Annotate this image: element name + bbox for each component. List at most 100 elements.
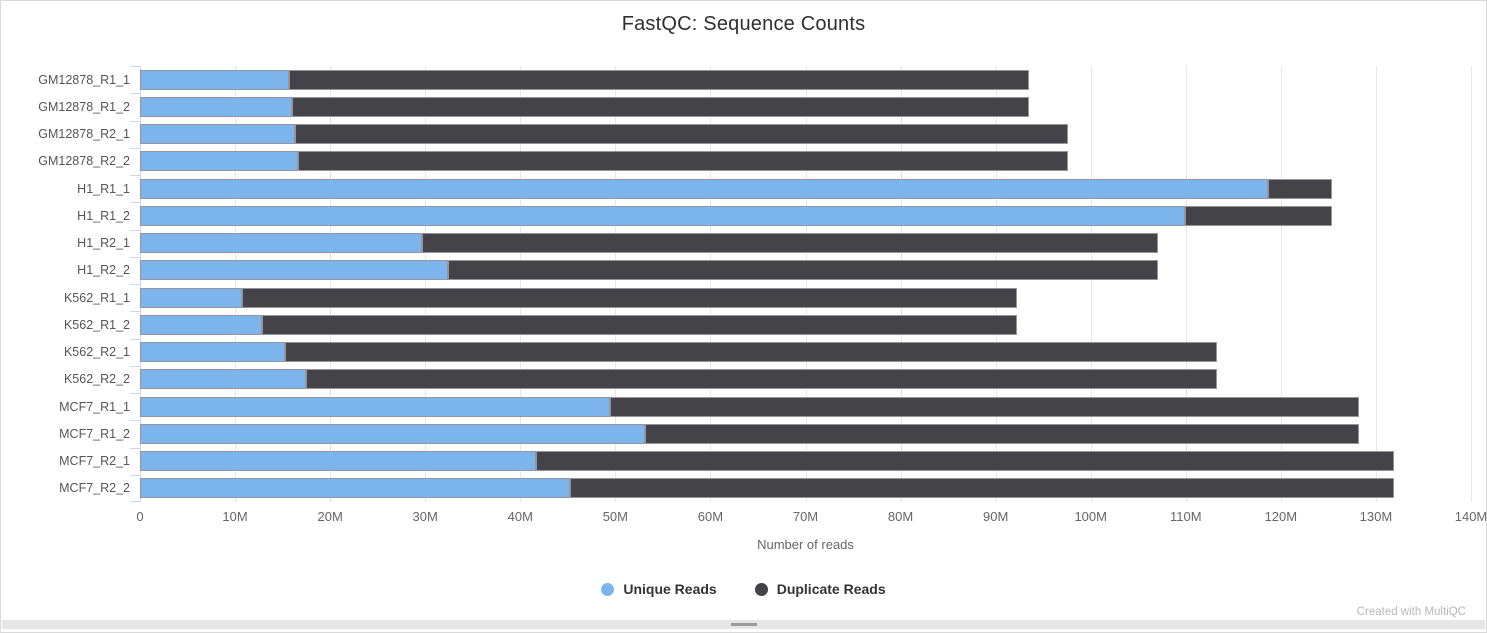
- resize-grip-icon: [730, 623, 757, 626]
- y-axis-tick: [130, 447, 140, 449]
- duplicate-reads-bar-segment[interactable]: [1184, 205, 1333, 226]
- bar-row: [140, 366, 1471, 393]
- unique-reads-bar-segment[interactable]: [140, 178, 1268, 199]
- category-label: K562_R2_2: [63, 372, 130, 387]
- bar-row: [140, 66, 1471, 93]
- duplicate-reads-bar-segment[interactable]: [569, 478, 1394, 499]
- category-label: GM12878_R1_1: [38, 72, 130, 87]
- bar-row: [140, 148, 1471, 175]
- x-tick-label: 0: [136, 509, 144, 524]
- y-axis-category-labels: GM12878_R1_1 GM12878_R1_2 GM12878_R2_1 GM12…: [1, 66, 130, 502]
- y-axis-tick: [130, 147, 140, 149]
- x-tick-label: 40M: [507, 509, 533, 524]
- duplicate-reads-bar-segment[interactable]: [609, 396, 1359, 417]
- bar-row: [140, 339, 1471, 366]
- bar-row: [140, 420, 1471, 447]
- unique-reads-bar-segment[interactable]: [140, 233, 423, 254]
- unique-reads-bar-segment[interactable]: [140, 205, 1185, 226]
- bar-row: [140, 175, 1471, 202]
- duplicate-reads-bar-segment[interactable]: [284, 342, 1218, 363]
- unique-reads-bar-segment[interactable]: [140, 96, 293, 117]
- unique-reads-bar-segment[interactable]: [140, 69, 290, 90]
- category-label: MCF7_R2_2: [59, 481, 130, 496]
- y-axis-tick: [130, 474, 140, 476]
- x-tick-label: 90M: [982, 509, 1009, 524]
- y-axis-tick: [130, 393, 140, 394]
- bar-row: [140, 284, 1471, 311]
- bar-row: [140, 230, 1471, 257]
- duplicate-reads-bar-segment[interactable]: [306, 369, 1218, 390]
- duplicate-reads-bar-segment[interactable]: [422, 233, 1159, 254]
- duplicate-reads-marker-icon: [754, 582, 768, 596]
- y-axis-tick: [130, 66, 140, 67]
- x-tick-label: 70M: [792, 509, 819, 524]
- x-axis: 0 10M 20M 30M 40M 50M 60M 70M 80M 90M 100M 110M 120M…: [136, 509, 1486, 527]
- gridline: [615, 66, 617, 502]
- gridline: [235, 66, 237, 502]
- x-tick-label: 50M: [602, 509, 628, 524]
- category-label: K562_R1_2: [63, 317, 130, 332]
- gridline: [1090, 66, 1092, 502]
- category-label: H1_R1_2: [77, 208, 130, 223]
- x-tick-label: 100M: [1074, 509, 1107, 524]
- bar-row: [140, 475, 1471, 502]
- unique-reads-bar-segment[interactable]: [140, 314, 262, 335]
- y-axis-tick: [130, 365, 140, 367]
- bar-row: [140, 93, 1471, 120]
- gridline: [425, 66, 427, 502]
- gridline: [1375, 66, 1377, 502]
- y-axis-tick: [130, 284, 140, 285]
- y-axis-tick: [130, 93, 140, 95]
- category-label: GM12878_R1_2: [38, 99, 130, 114]
- legend-item-label: Unique Reads: [623, 581, 717, 597]
- duplicate-reads-bar-segment[interactable]: [292, 96, 1029, 117]
- unique-reads-bar-segment[interactable]: [140, 369, 307, 390]
- unique-reads-bar-segment[interactable]: [140, 478, 570, 499]
- plot-resize-handle[interactable]: [2, 620, 1485, 629]
- unique-reads-bar-segment[interactable]: [140, 451, 537, 472]
- duplicate-reads-bar-segment[interactable]: [289, 69, 1029, 90]
- bar-row: [140, 311, 1471, 338]
- gridline: [1471, 66, 1472, 502]
- unique-reads-bar-segment[interactable]: [140, 260, 449, 281]
- duplicate-reads-bar-segment[interactable]: [1267, 178, 1333, 199]
- duplicate-reads-bar-segment[interactable]: [261, 314, 1017, 335]
- chart-title: FastQC: Sequence Counts: [621, 13, 866, 35]
- duplicate-reads-bar-segment[interactable]: [448, 260, 1159, 281]
- x-axis-title: Number of reads: [757, 537, 854, 552]
- gridline: [1185, 66, 1187, 502]
- gridline: [520, 66, 522, 502]
- category-label: MCF7_R1_1: [59, 399, 130, 414]
- gridline: [710, 66, 712, 502]
- y-axis-line: [140, 66, 141, 502]
- unique-reads-bar-segment[interactable]: [140, 342, 285, 363]
- duplicate-reads-bar-segment[interactable]: [294, 124, 1068, 145]
- duplicate-reads-bar-segment[interactable]: [644, 423, 1359, 444]
- x-tick-label: 60M: [697, 509, 724, 524]
- x-tick-label: 30M: [412, 509, 438, 524]
- legend-item-unique-reads[interactable]: Unique Reads: [601, 581, 717, 597]
- unique-reads-bar-segment[interactable]: [140, 151, 298, 172]
- y-axis-tick: [130, 501, 140, 502]
- bar-row: [140, 121, 1471, 148]
- duplicate-reads-bar-segment[interactable]: [297, 151, 1068, 172]
- x-tick-label: 10M: [222, 509, 248, 524]
- category-label: MCF7_R2_1: [59, 454, 130, 469]
- duplicate-reads-bar-segment[interactable]: [536, 451, 1394, 472]
- bar-row: [140, 448, 1471, 475]
- unique-reads-bar-segment[interactable]: [140, 124, 295, 145]
- gridline: [805, 66, 807, 502]
- gridline: [900, 66, 902, 502]
- x-tick-label: 20M: [317, 509, 343, 524]
- plot-area: [130, 66, 1472, 502]
- gridline: [1280, 66, 1282, 502]
- unique-reads-bar-segment[interactable]: [140, 423, 645, 444]
- legend-item-duplicate-reads[interactable]: Duplicate Reads: [754, 581, 886, 597]
- y-axis-tick: [130, 420, 140, 422]
- bar-row: [140, 257, 1471, 284]
- gridline: [330, 66, 332, 502]
- duplicate-reads-bar-segment[interactable]: [241, 287, 1017, 308]
- unique-reads-bar-segment[interactable]: [140, 396, 610, 417]
- unique-reads-bar-segment[interactable]: [140, 287, 242, 308]
- x-tick-label: 140M: [1454, 509, 1487, 524]
